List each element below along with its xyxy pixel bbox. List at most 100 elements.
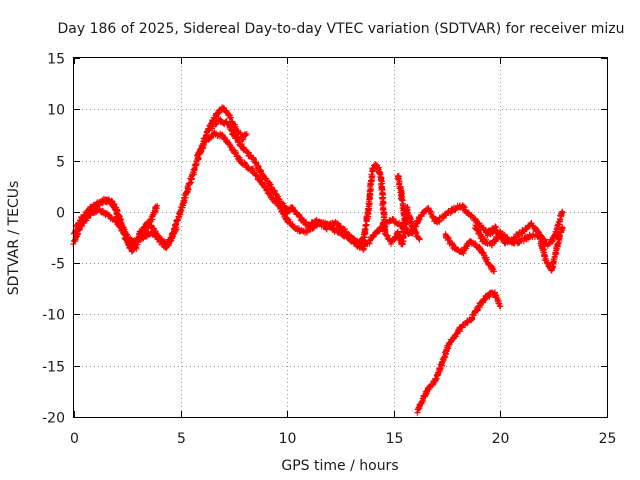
data-point — [217, 118, 221, 121]
data-point — [303, 231, 306, 234]
data-point — [435, 220, 438, 224]
data-point — [149, 231, 152, 234]
data-point — [477, 223, 481, 226]
data-point — [546, 243, 549, 246]
data-point — [234, 136, 238, 140]
data-point — [281, 212, 285, 216]
series-arc-7 — [338, 161, 423, 249]
data-point — [460, 325, 464, 328]
axis-ticks: 0 5 10 15 20 25 -20 -15 -10 -5 0 5 10 15 — [42, 52, 616, 448]
data-point — [217, 110, 221, 113]
data-point — [367, 241, 370, 244]
data-point — [550, 270, 553, 273]
y-tick-label: -20 — [42, 411, 65, 427]
data-point — [537, 231, 540, 234]
data-point — [443, 233, 447, 236]
data-point — [561, 226, 564, 229]
data-point — [251, 157, 255, 160]
data-point — [98, 208, 101, 211]
data-point — [486, 259, 489, 263]
data-point — [315, 218, 319, 222]
data-markers — [414, 289, 504, 416]
data-point — [89, 212, 93, 216]
y-tick-label: -10 — [42, 308, 65, 324]
x-tick-label: 10 — [279, 431, 297, 447]
data-point — [260, 171, 263, 175]
data-point — [454, 333, 457, 337]
data-point — [403, 215, 406, 219]
data-point — [499, 305, 502, 308]
chart-title: Day 186 of 2025, Sidereal Day-to-day VTE… — [58, 21, 625, 37]
data-point — [561, 210, 564, 214]
data-point — [460, 204, 464, 207]
data-points — [70, 104, 566, 416]
data-point — [448, 341, 451, 345]
data-point — [544, 257, 547, 261]
data-point — [177, 215, 180, 219]
data-point — [166, 243, 169, 246]
data-point — [81, 220, 84, 224]
data-point — [130, 247, 133, 250]
data-point — [375, 231, 378, 234]
data-point — [556, 241, 560, 244]
data-point — [143, 229, 146, 232]
data-point — [230, 147, 233, 150]
data-point — [426, 206, 430, 209]
data-markers — [194, 129, 367, 253]
data-point — [185, 190, 189, 193]
x-tick-label: 5 — [177, 431, 186, 447]
data-point — [477, 305, 481, 308]
data-point — [226, 122, 229, 125]
data-point — [205, 138, 208, 142]
data-point — [245, 165, 248, 168]
data-point — [428, 385, 432, 388]
data-point — [228, 115, 231, 118]
data-point — [469, 239, 472, 242]
plot-frame — [73, 57, 608, 418]
data-point — [268, 194, 272, 197]
y-tick-label: 10 — [47, 103, 65, 119]
data-point — [158, 236, 161, 239]
data-point — [294, 227, 297, 230]
data-point — [113, 204, 116, 207]
data-point — [529, 223, 532, 226]
data-point — [141, 236, 144, 239]
y-tick-label: 5 — [56, 155, 65, 171]
data-point — [239, 159, 242, 162]
data-point — [460, 251, 464, 255]
data-point — [337, 231, 340, 234]
data-point — [196, 154, 199, 157]
data-point — [390, 241, 393, 244]
data-point — [411, 227, 415, 230]
data-point — [245, 132, 248, 136]
data-point — [241, 136, 244, 140]
data-point — [494, 229, 498, 232]
data-point — [552, 237, 555, 240]
data-point — [392, 218, 395, 222]
data-point — [452, 207, 455, 210]
data-point — [341, 229, 344, 232]
data-point — [422, 395, 425, 398]
data-markers — [484, 220, 566, 274]
data-point — [332, 220, 336, 224]
y-tick-label: -15 — [42, 360, 65, 376]
data-point — [209, 126, 212, 129]
data-point — [89, 206, 93, 209]
data-point — [311, 227, 314, 230]
data-point — [469, 214, 472, 218]
data-point — [452, 245, 455, 248]
series-arc-11 — [484, 220, 566, 274]
series-arc-1 — [70, 104, 250, 255]
data-point — [396, 231, 400, 234]
data-point — [441, 359, 444, 362]
data-point — [155, 204, 159, 207]
data-point — [324, 227, 327, 230]
data-point — [251, 169, 255, 172]
x-axis-label: GPS time / hours — [281, 458, 398, 474]
y-tick-label: 15 — [47, 52, 65, 68]
data-point — [356, 243, 359, 246]
data-point — [486, 233, 489, 236]
data-point — [222, 106, 225, 109]
data-point — [473, 225, 476, 228]
x-tick-label: 20 — [492, 431, 510, 447]
